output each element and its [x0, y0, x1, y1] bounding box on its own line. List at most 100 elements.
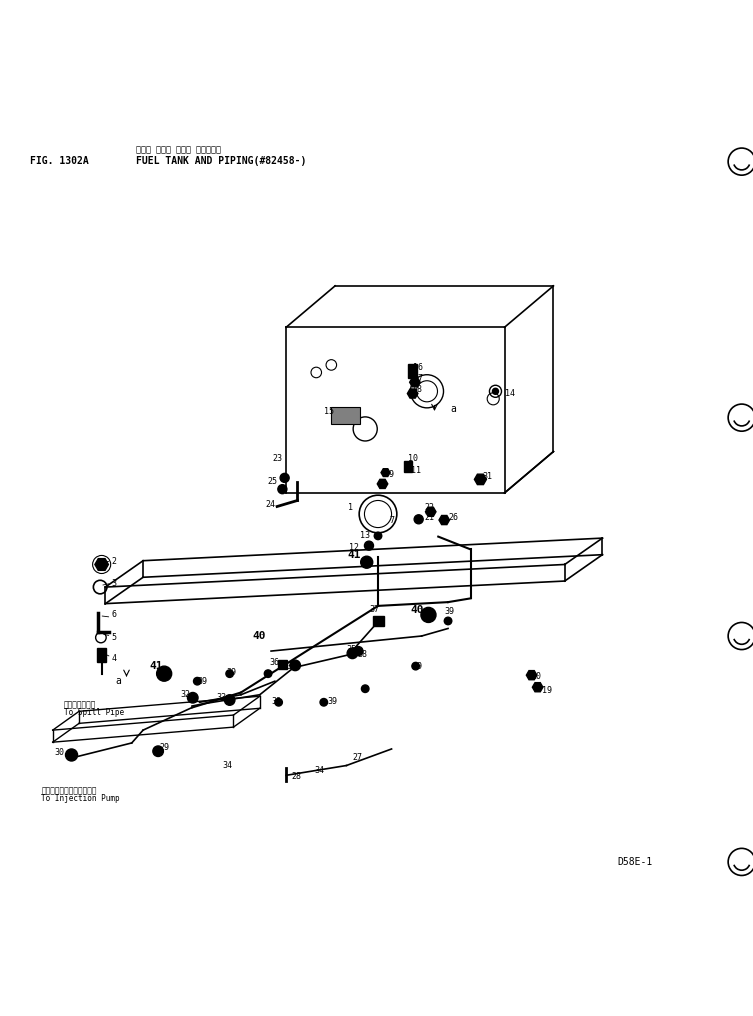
Circle shape	[354, 646, 363, 655]
Text: 23: 23	[273, 454, 282, 463]
Polygon shape	[377, 480, 388, 489]
Text: 29: 29	[160, 743, 169, 752]
Circle shape	[153, 746, 163, 757]
Text: 9: 9	[389, 469, 394, 479]
Text: 7: 7	[389, 515, 395, 524]
Text: 34: 34	[223, 761, 233, 770]
Text: 17: 17	[413, 374, 422, 383]
Text: D58E-1: D58E-1	[617, 856, 653, 867]
Text: 5: 5	[111, 633, 117, 642]
Text: 6: 6	[111, 611, 117, 620]
Polygon shape	[407, 389, 418, 398]
Text: 14: 14	[505, 389, 514, 398]
Circle shape	[290, 660, 300, 671]
Text: 13: 13	[360, 531, 370, 541]
Text: 11: 11	[411, 466, 421, 474]
Text: 28: 28	[291, 772, 301, 781]
Text: 19: 19	[542, 686, 552, 695]
Text: a: a	[450, 403, 456, 414]
Text: 39: 39	[197, 677, 207, 686]
Text: 1: 1	[348, 504, 353, 512]
Text: 39: 39	[444, 608, 454, 617]
Circle shape	[226, 670, 233, 678]
Polygon shape	[381, 468, 390, 477]
Circle shape	[361, 685, 369, 693]
Text: 16: 16	[413, 363, 422, 372]
Text: FIG. 1302A: FIG. 1302A	[30, 155, 89, 166]
Circle shape	[224, 695, 235, 705]
Text: 40: 40	[410, 605, 424, 615]
Text: To Spill Pipe: To Spill Pipe	[64, 708, 124, 717]
Text: 27: 27	[352, 754, 362, 762]
Text: 41: 41	[347, 550, 361, 560]
Circle shape	[492, 388, 498, 394]
Bar	[408, 364, 417, 378]
Circle shape	[157, 666, 172, 681]
Text: 2: 2	[111, 557, 117, 566]
Text: 22: 22	[424, 503, 434, 512]
Text: 39: 39	[226, 668, 236, 677]
Text: 10: 10	[408, 454, 418, 463]
Text: スピルパイプへ: スピルパイプへ	[64, 701, 96, 710]
Circle shape	[320, 699, 328, 706]
Text: フェル タンク および パイピング: フェル タンク および パイピング	[136, 145, 221, 154]
Text: 39: 39	[413, 661, 422, 671]
Text: FUEL TANK AND PIPING(#82458-): FUEL TANK AND PIPING(#82458-)	[136, 155, 306, 166]
Text: 21: 21	[424, 512, 434, 521]
Circle shape	[66, 749, 78, 761]
Circle shape	[347, 648, 358, 658]
Bar	[404, 461, 412, 472]
Polygon shape	[425, 507, 436, 516]
Text: 39: 39	[271, 697, 281, 706]
Bar	[373, 616, 384, 626]
Text: インジェクションポンプへ: インジェクションポンプへ	[41, 785, 97, 795]
Text: 40: 40	[252, 631, 266, 641]
Text: 4: 4	[111, 654, 117, 663]
Text: 39: 39	[328, 697, 337, 706]
Text: 34: 34	[315, 765, 325, 774]
Text: 26: 26	[448, 513, 458, 522]
Text: 20: 20	[532, 673, 541, 681]
Circle shape	[264, 670, 272, 678]
Text: 12: 12	[349, 543, 359, 552]
Bar	[97, 648, 106, 661]
Circle shape	[187, 693, 198, 703]
Circle shape	[414, 515, 423, 524]
Polygon shape	[474, 474, 486, 485]
Polygon shape	[526, 671, 537, 680]
Text: 35: 35	[346, 645, 356, 654]
Text: 18: 18	[412, 385, 422, 394]
Text: 24: 24	[265, 500, 275, 509]
Polygon shape	[532, 683, 543, 692]
Text: 15: 15	[324, 407, 334, 417]
Polygon shape	[95, 559, 108, 570]
Text: 38: 38	[286, 661, 296, 671]
Circle shape	[275, 699, 282, 706]
Text: 38: 38	[357, 650, 367, 659]
Text: To Injection Pump: To Injection Pump	[41, 795, 120, 804]
Text: 32: 32	[181, 690, 191, 699]
Text: 25: 25	[267, 478, 277, 486]
Text: 33: 33	[217, 693, 227, 702]
Circle shape	[361, 556, 373, 568]
Text: 30: 30	[54, 748, 64, 757]
Circle shape	[374, 532, 382, 539]
Circle shape	[280, 473, 289, 483]
Circle shape	[278, 485, 287, 494]
Polygon shape	[439, 515, 450, 524]
Polygon shape	[410, 378, 420, 387]
Text: 36: 36	[270, 658, 279, 666]
Bar	[331, 407, 360, 424]
Bar	[278, 660, 287, 670]
Text: 3: 3	[111, 579, 117, 588]
Text: 8: 8	[382, 481, 387, 490]
Circle shape	[364, 542, 373, 551]
Circle shape	[421, 608, 436, 623]
Text: a: a	[115, 677, 121, 686]
Text: 31: 31	[482, 471, 492, 481]
Text: 41: 41	[149, 661, 163, 672]
Circle shape	[194, 678, 201, 685]
Text: 37: 37	[369, 606, 379, 614]
Circle shape	[444, 617, 452, 625]
Circle shape	[412, 662, 419, 670]
